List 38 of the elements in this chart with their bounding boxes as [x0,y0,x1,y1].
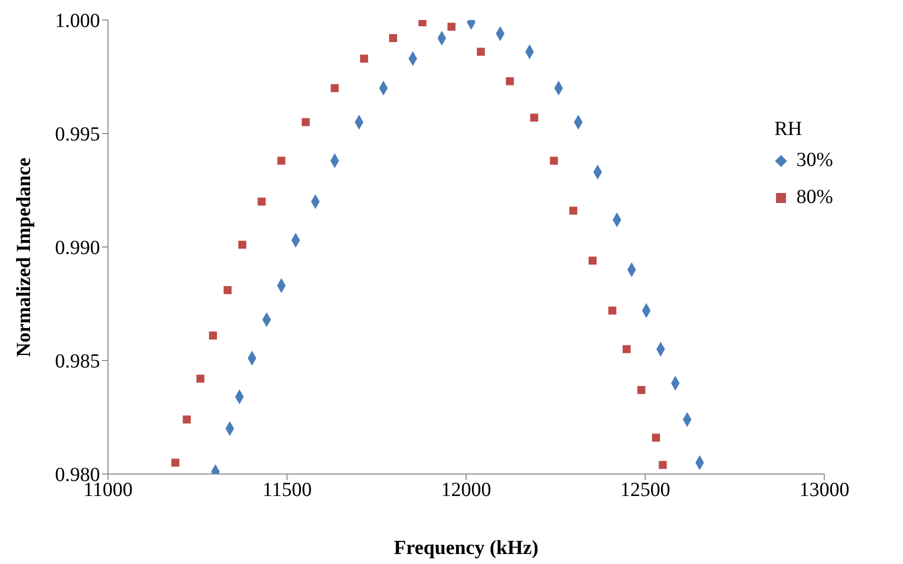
point [447,22,456,31]
point [302,118,310,126]
x-axis-title: Frequency (kHz) [394,537,538,559]
point [360,54,368,63]
legend-label: 80% [796,186,833,209]
x-tick-label: 11500 [262,479,312,502]
point [637,386,646,394]
point [569,206,578,215]
point [238,240,246,249]
x-tick-label: 12000 [441,479,492,502]
point [608,306,616,315]
point [506,77,514,86]
point [588,256,597,265]
point [196,374,204,383]
x-tick-label: 12500 [620,479,670,502]
point [330,84,339,92]
legend-title: RH [774,118,804,141]
y-tick-label: 0.990 [55,237,100,260]
point [208,332,217,340]
point [550,156,558,165]
point [530,114,538,122]
point [277,156,286,165]
point [171,458,180,467]
y-tick-label: 1.000 [55,10,100,32]
point [658,460,667,469]
legend-label: 30% [796,149,833,172]
point [476,48,485,56]
point [389,34,398,42]
point [182,416,191,424]
point [258,198,266,206]
point [224,286,232,294]
y-tick-label: 0.985 [55,350,100,373]
point [418,20,426,26]
point [652,434,660,442]
x-tick-label: 13000 [799,479,850,502]
y-axis-title: Normalized Impedance [13,157,36,357]
point [622,345,631,354]
y-tick-label: 0.995 [55,124,100,146]
